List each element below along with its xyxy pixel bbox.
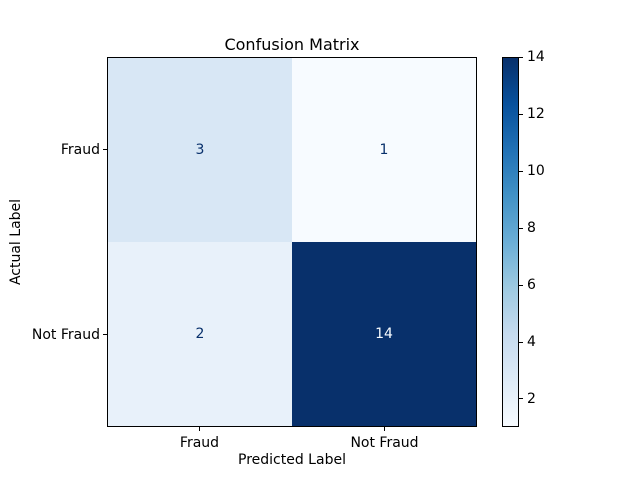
chart-title: Confusion Matrix	[224, 35, 360, 54]
colorbar-tick-label-10: 10	[527, 163, 545, 179]
ytick-label-notfraud: Not Fraud	[31, 327, 100, 343]
ytick-label-fraud: Fraud	[60, 142, 100, 158]
colorbar-tick-label-12: 12	[527, 106, 545, 122]
xtick-label-notfraud: Not Fraud	[350, 435, 419, 451]
heatmap-plot-area: 3 1 2 14	[107, 57, 477, 427]
colorbar-tick-label-4: 4	[527, 334, 536, 350]
cell-fraud-fraud: 3	[108, 58, 292, 242]
colorbar-tick-label-8: 8	[527, 220, 536, 236]
x-axis-label: Predicted Label	[238, 452, 346, 468]
colorbar-tick-mark-6	[519, 285, 523, 286]
colorbar-tick-mark-4	[519, 342, 523, 343]
colorbar-tick-label-6: 6	[527, 277, 536, 293]
cell-notfraud-notfraud: 14	[292, 242, 476, 426]
colorbar-tick-label-2: 2	[527, 391, 536, 407]
colorbar-tick-mark-10	[519, 171, 523, 172]
colorbar-tick-mark-12	[519, 114, 523, 115]
y-axis-label: Actual Label	[8, 198, 24, 286]
colorbar-tick-label-14: 14	[527, 49, 545, 65]
xtick-mark-fraud	[199, 427, 200, 431]
cell-notfraud-fraud: 2	[108, 242, 292, 426]
xtick-mark-notfraud	[384, 427, 385, 431]
ytick-mark-fraud	[103, 149, 107, 150]
colorbar-tick-mark-2	[519, 398, 523, 399]
colorbar-tick-mark-14	[519, 57, 523, 58]
ytick-mark-notfraud	[103, 334, 107, 335]
cell-fraud-notfraud: 1	[292, 58, 476, 242]
colorbar-tick-mark-8	[519, 228, 523, 229]
colorbar-gradient	[502, 57, 519, 427]
xtick-label-fraud: Fraud	[179, 435, 220, 451]
